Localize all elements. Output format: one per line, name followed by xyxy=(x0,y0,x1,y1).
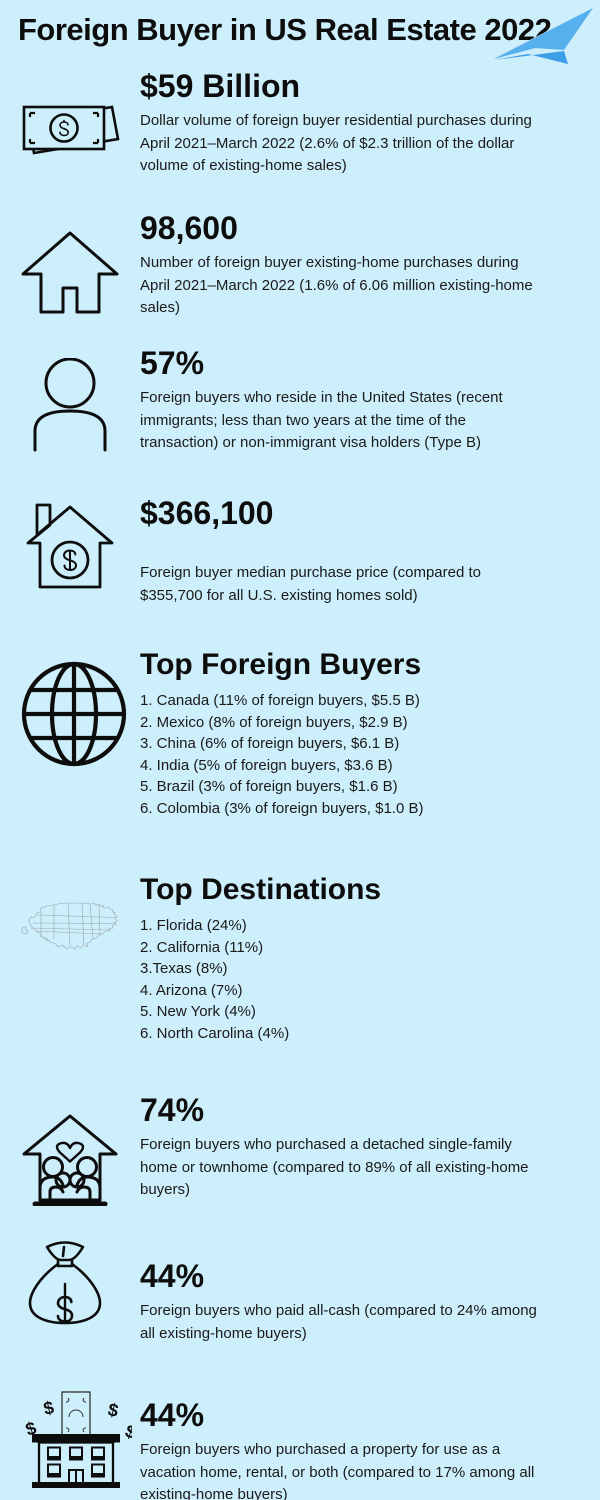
svg-text:$: $ xyxy=(42,1397,56,1419)
svg-text:$: $ xyxy=(123,1421,132,1443)
svg-text:$: $ xyxy=(106,1399,120,1421)
